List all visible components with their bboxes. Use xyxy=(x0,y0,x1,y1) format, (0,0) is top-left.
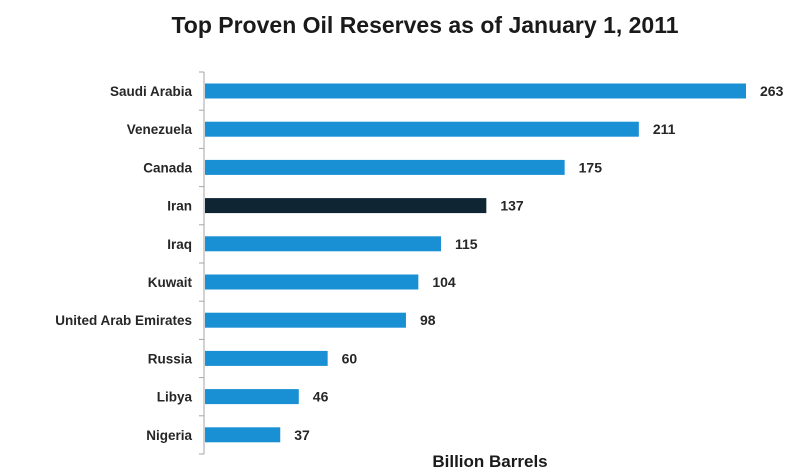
value-labels: 263 211 175 137 115 104 98 60 46 37 xyxy=(294,83,783,443)
category-label: Russia xyxy=(148,351,193,366)
category-label: Venezuela xyxy=(127,122,193,137)
value-label: 211 xyxy=(653,121,676,137)
bar-venezuela xyxy=(205,121,639,137)
x-axis-title: Billion Barrels xyxy=(432,452,547,471)
bar-iran xyxy=(205,198,487,214)
value-label: 46 xyxy=(313,389,329,405)
value-label: 98 xyxy=(420,312,436,328)
bar-canada xyxy=(205,159,565,175)
bar-nigeria xyxy=(205,427,281,443)
bar-kuwait xyxy=(205,274,419,290)
value-label: 37 xyxy=(294,427,310,443)
bar-libya xyxy=(205,389,299,405)
value-label: 263 xyxy=(760,83,784,99)
value-label: 115 xyxy=(455,236,478,252)
category-labels: Saudi Arabia Venezuela Canada Iran Iraq Kuwai… xyxy=(55,84,192,443)
value-label: 137 xyxy=(500,198,524,214)
category-label: Kuwait xyxy=(148,275,193,290)
y-axis-ticks xyxy=(199,71,204,455)
bar-saudi-arabia xyxy=(205,83,746,99)
bar-iraq xyxy=(205,236,441,252)
category-label: Iran xyxy=(167,199,192,214)
category-label: Iraq xyxy=(167,237,192,252)
category-label: United Arab Emirates xyxy=(55,313,192,328)
bar-russia xyxy=(205,350,328,366)
category-label: Saudi Arabia xyxy=(110,84,193,99)
category-label: Nigeria xyxy=(146,428,192,443)
chart-title: Top Proven Oil Reserves as of January 1,… xyxy=(171,12,678,38)
category-label: Canada xyxy=(143,160,192,175)
bar-united-arab-emirates xyxy=(205,312,406,328)
value-label: 175 xyxy=(579,159,603,175)
category-label: Libya xyxy=(157,390,193,405)
value-label: 60 xyxy=(342,350,358,366)
bars xyxy=(205,83,746,443)
value-label: 104 xyxy=(432,274,456,290)
